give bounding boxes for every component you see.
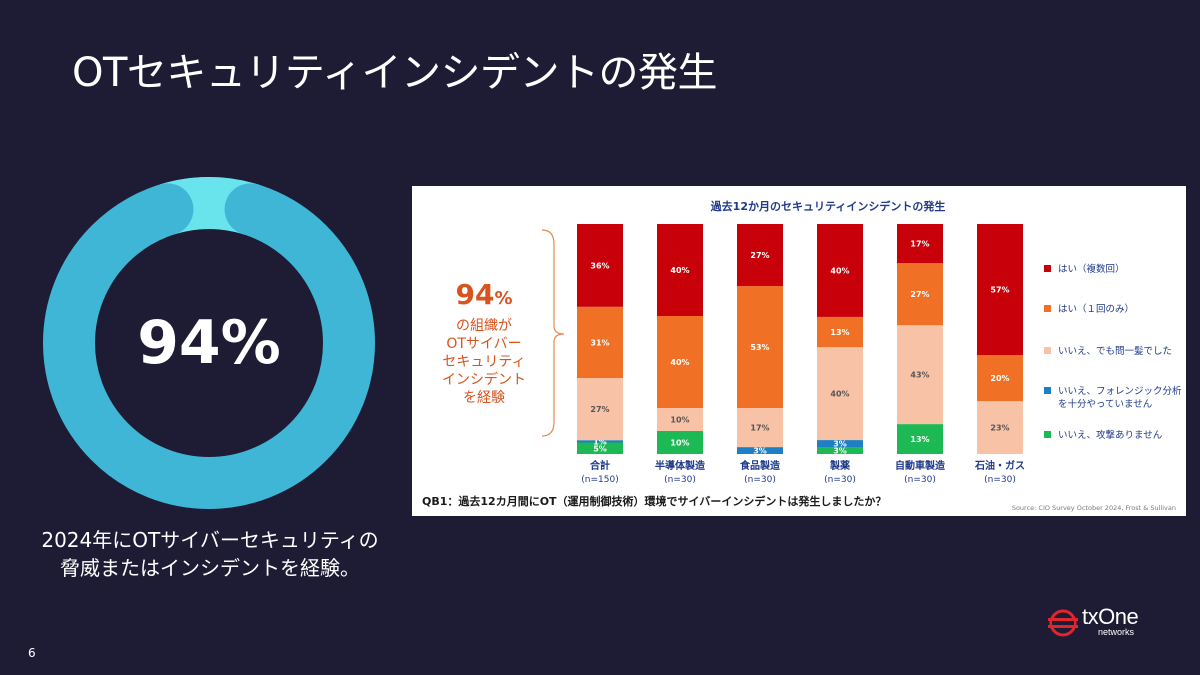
bar-segment: [737, 286, 783, 408]
bar-segment: [817, 440, 863, 448]
caption-line-1: 2024年にOTサイバーセキュリティの: [41, 528, 379, 552]
caption-line-2: 脅威またはインシデントを経験。: [60, 556, 360, 580]
question-text: QB1：過去12カ月間にOT（運用制御技術）環境でサイバーインシデントは発生しま…: [422, 494, 886, 508]
data-label: 13%: [910, 435, 929, 444]
callout-value: 94%: [455, 278, 512, 311]
legend-swatch: [1044, 305, 1051, 312]
bar-segment: [737, 447, 783, 454]
data-label: 40%: [830, 390, 849, 399]
data-label: 27%: [590, 405, 609, 414]
data-label: 40%: [830, 266, 849, 275]
slide-title: OTセキュリティインシデントの発生: [72, 50, 718, 96]
data-label: 17%: [750, 424, 769, 433]
logo-mark-icon: [1048, 609, 1078, 637]
data-label: 10%: [670, 416, 689, 425]
category-label: 石油・ガス: [974, 459, 1025, 472]
bar-segment: [657, 224, 703, 316]
bar-segment: [817, 447, 863, 454]
data-label: 10%: [670, 439, 689, 448]
callout-line: インシデント: [442, 371, 526, 388]
legend-label: はい（１回のみ）: [1058, 303, 1134, 315]
legend-swatch: [1044, 347, 1051, 354]
bar-segment: [897, 263, 943, 326]
category-label: 半導体製造: [655, 459, 706, 472]
legend-label: はい（複数回）: [1058, 263, 1125, 275]
data-label: 43%: [910, 371, 929, 380]
bar-segment: [977, 401, 1023, 454]
callout-line: の組織が: [456, 318, 512, 334]
category-label: 食品製造: [739, 459, 781, 472]
data-label: 36%: [590, 261, 609, 270]
data-label: 3%: [753, 447, 767, 456]
callout-line: OTサイバー: [446, 336, 521, 352]
data-label: 57%: [990, 286, 1009, 295]
bar-segment: [977, 355, 1023, 402]
bar-segment: [577, 378, 623, 441]
bar-segment: [817, 316, 863, 348]
category-n-label: (n=30): [664, 475, 696, 485]
data-label: 20%: [990, 374, 1009, 383]
logo-subtext: networks: [1098, 627, 1135, 637]
bar-segment: [577, 224, 623, 307]
donut-cap-start: [141, 183, 194, 236]
donut-ring: [43, 177, 375, 509]
callout-line: セキュリティ: [442, 354, 525, 370]
data-label: 40%: [670, 358, 689, 367]
stacked-bar-chart: 過去12か月のセキュリティインシデントの発生 5%1% 27% 31% 36% 合計 (n=…: [422, 199, 1182, 512]
category-n-label: (n=30): [904, 475, 936, 485]
bar-segment: [657, 408, 703, 431]
bar-segment: [577, 440, 623, 443]
legend-label: いいえ、でも問一髪でした: [1058, 345, 1172, 357]
caption: 2024年にOTサイバーセキュリティの 脅威またはインシデントを経験。: [20, 526, 400, 582]
bar-segment: [577, 306, 623, 379]
donut-cap-end: [224, 183, 277, 236]
callout-bracket: [541, 229, 565, 437]
bar-segment: [657, 431, 703, 454]
data-label: 40%: [670, 266, 689, 275]
donut-value: 94%: [137, 308, 281, 378]
bar-segment: [897, 325, 943, 425]
donut-chart: 94%: [34, 168, 384, 518]
bar-segment: [577, 442, 623, 454]
data-label: 3%: [833, 447, 847, 456]
data-label: 17%: [910, 240, 929, 249]
category-label: 製薬: [829, 459, 851, 472]
bar-segment: [817, 347, 863, 441]
bar-segment: [897, 424, 943, 454]
legend-swatch: [1044, 387, 1051, 394]
category-n-label: (n=30): [824, 475, 856, 485]
category-label: 合計: [589, 459, 610, 472]
bar-segment: [657, 316, 703, 408]
data-label: 53%: [750, 343, 769, 352]
chart-title: 過去12か月のセキュリティインシデントの発生: [710, 199, 946, 213]
legend-label: いいえ、攻撃ありません: [1058, 429, 1162, 441]
category-label: 自動車製造: [895, 459, 946, 472]
legend-swatch: [1044, 265, 1051, 272]
data-label: 31%: [590, 338, 609, 347]
callout-line: を経験: [463, 390, 505, 406]
data-label: 13%: [830, 328, 849, 337]
logo-text: txOne: [1082, 604, 1139, 629]
legend-swatch: [1044, 431, 1051, 438]
data-label: 1%: [593, 437, 607, 446]
legend-label: を十分やっていません: [1058, 398, 1152, 410]
page-number: 6: [28, 646, 36, 660]
data-label: 27%: [750, 251, 769, 260]
bar-segment: [737, 408, 783, 448]
txone-logo: txOne networks: [1046, 602, 1156, 642]
data-label: 23%: [990, 424, 1009, 433]
bar-segment: [977, 224, 1023, 356]
bar-segment: [737, 224, 783, 287]
bar-segment: [897, 224, 943, 264]
legend-label: いいえ、フォレンジック分析: [1058, 385, 1182, 397]
category-n-label: (n=30): [744, 475, 776, 485]
data-label: 5%: [593, 444, 607, 453]
survey-chart-panel: 過去12か月のセキュリティインシデントの発生 5% 1% 27% 31% 36% 合計 (n=…: [412, 186, 1186, 516]
data-label: 27%: [910, 290, 929, 299]
category-n-label: (n=30): [984, 475, 1016, 485]
source-text: Source: CIO Survey October 2024, Frost &…: [1012, 504, 1176, 512]
data-label: 3%: [833, 440, 847, 449]
category-n-label: (n=150): [581, 475, 618, 485]
bar-segment: [817, 224, 863, 317]
